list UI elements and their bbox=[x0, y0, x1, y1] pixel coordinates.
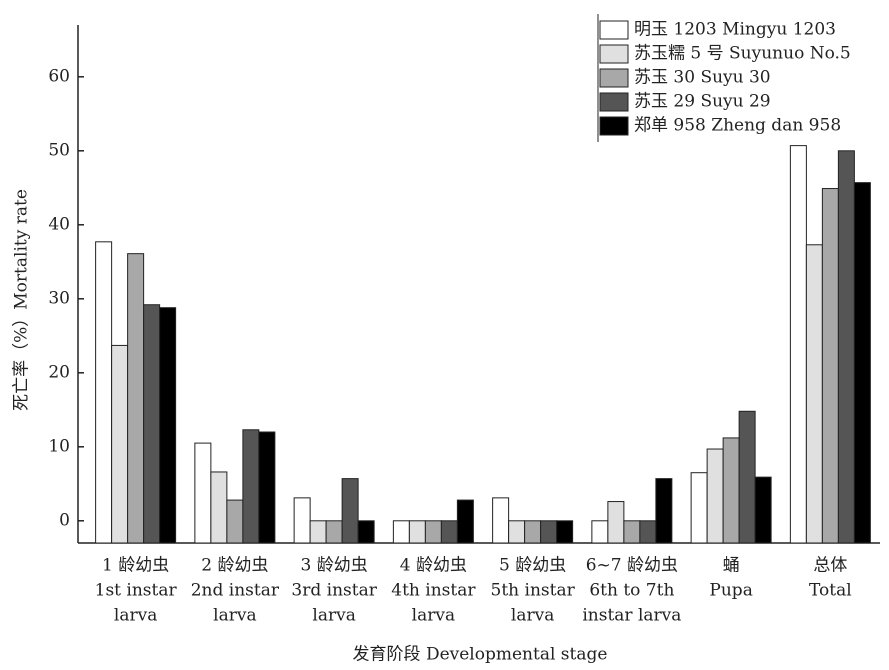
legend-label: 苏玉 30 Suyu 30 bbox=[634, 68, 771, 88]
bar bbox=[242, 429, 260, 544]
x-tick-label: 2nd instar bbox=[191, 581, 280, 601]
y-tick-label: 40 bbox=[48, 214, 70, 234]
legend-label: 苏玉糯 5 号 Suyunuo No.5 bbox=[634, 44, 851, 64]
x-tick-label: 3 龄幼虫 bbox=[301, 556, 368, 576]
x-tick-label: larva bbox=[312, 606, 355, 626]
x-tick-label: 蛹 bbox=[723, 556, 740, 576]
bar bbox=[309, 520, 327, 544]
y-tick-label: 20 bbox=[48, 362, 70, 382]
bar bbox=[623, 520, 641, 544]
bar bbox=[508, 520, 526, 544]
bar bbox=[492, 497, 510, 544]
bar bbox=[127, 253, 145, 544]
bar bbox=[591, 520, 609, 544]
bar bbox=[639, 520, 657, 544]
x-tick-label: 总体 bbox=[813, 556, 847, 576]
legend-swatch bbox=[599, 92, 629, 112]
legend-label: 郑单 958 Zheng dan 958 bbox=[634, 116, 841, 136]
legend-swatch bbox=[599, 116, 629, 136]
y-tick-label: 50 bbox=[48, 140, 70, 160]
y-tick-label: 0 bbox=[59, 510, 70, 530]
x-tick-label: 1st instar bbox=[95, 581, 178, 601]
x-tick-label: larva bbox=[213, 606, 256, 626]
x-tick-label: 5th instar bbox=[491, 581, 576, 601]
bar bbox=[607, 501, 625, 544]
y-tick-label: 30 bbox=[48, 288, 70, 308]
y-axis-label: 死亡率（%）Mortality rate bbox=[12, 189, 32, 411]
x-tick-label: 6~7 龄幼虫 bbox=[586, 556, 678, 576]
y-tick-label: 60 bbox=[48, 66, 70, 86]
x-axis-label: 发育阶段 Developmental stage bbox=[353, 645, 608, 665]
bar bbox=[556, 520, 574, 544]
x-tick-label: Pupa bbox=[709, 581, 752, 601]
bar bbox=[95, 241, 113, 544]
bar bbox=[754, 476, 772, 544]
bar bbox=[690, 472, 708, 544]
bar bbox=[655, 478, 673, 544]
legend-label: 明玉 1203 Mingyu 1203 bbox=[634, 20, 836, 40]
bar bbox=[226, 499, 244, 544]
bar bbox=[194, 442, 212, 544]
bar bbox=[456, 499, 474, 544]
bar bbox=[805, 244, 823, 544]
x-tick-label: 5 龄幼虫 bbox=[499, 556, 566, 576]
legend-label: 苏玉 29 Suyu 29 bbox=[634, 92, 771, 112]
x-tick-label: larva bbox=[412, 606, 455, 626]
bar bbox=[408, 520, 426, 544]
x-tick-label: 3rd instar bbox=[291, 581, 377, 601]
bar bbox=[540, 520, 558, 544]
legend-swatch bbox=[599, 20, 629, 40]
bar bbox=[424, 520, 442, 544]
x-tick-label: 2 龄幼虫 bbox=[201, 556, 268, 576]
x-tick-label: 6th to 7th bbox=[589, 581, 674, 601]
legend-swatch bbox=[599, 44, 629, 64]
x-tick-label: 4 龄幼虫 bbox=[400, 556, 467, 576]
bar bbox=[722, 437, 740, 544]
bar bbox=[837, 150, 855, 544]
x-tick-label: larva bbox=[114, 606, 157, 626]
bar bbox=[524, 520, 542, 544]
bar bbox=[821, 188, 839, 544]
bar bbox=[293, 497, 311, 544]
bar bbox=[853, 182, 871, 544]
bar bbox=[706, 448, 724, 544]
legend-swatch bbox=[599, 68, 629, 88]
bar bbox=[738, 410, 756, 544]
y-tick-label: 10 bbox=[48, 436, 70, 456]
bar bbox=[258, 431, 276, 544]
x-tick-label: 4th instar bbox=[391, 581, 476, 601]
bar bbox=[210, 471, 228, 544]
bar bbox=[440, 520, 458, 544]
bar bbox=[325, 520, 343, 544]
x-tick-label: 1 龄幼虫 bbox=[102, 556, 169, 576]
bar bbox=[159, 307, 177, 544]
x-tick-label: larva bbox=[511, 606, 554, 626]
bar bbox=[111, 344, 129, 544]
bar bbox=[143, 304, 161, 544]
bar bbox=[392, 520, 410, 544]
x-tick-label: instar larva bbox=[582, 606, 681, 626]
bar bbox=[341, 478, 359, 544]
x-tick-label: Total bbox=[809, 581, 852, 601]
bar bbox=[789, 145, 807, 544]
bar bbox=[357, 520, 375, 544]
